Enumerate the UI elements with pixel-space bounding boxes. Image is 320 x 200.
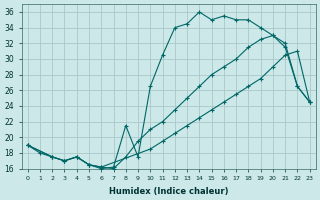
X-axis label: Humidex (Indice chaleur): Humidex (Indice chaleur) [109,187,228,196]
